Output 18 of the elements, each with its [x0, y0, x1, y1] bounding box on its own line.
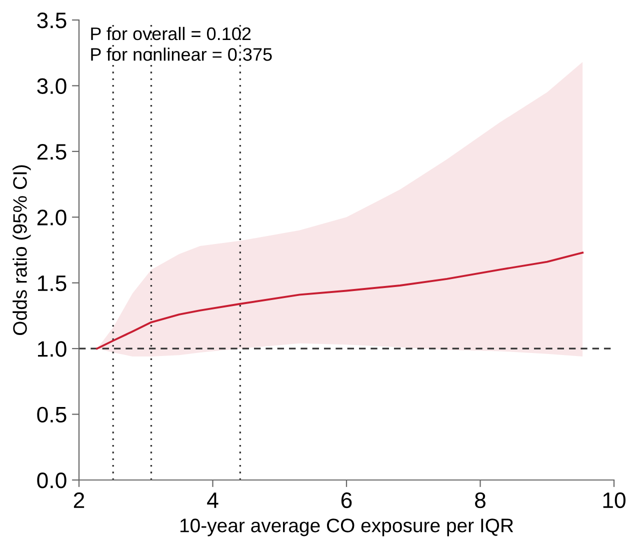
y-tick-label: 0.5 [37, 406, 66, 423]
y-tick-label: 3.5 [37, 12, 66, 28]
x-tick-label: 2 [74, 492, 84, 508]
y-tick-label: 1.5 [38, 276, 66, 292]
x-axis-title: 10-year average CO exposure per IQR [180, 518, 514, 536]
x-tick-label: 8 [475, 492, 486, 508]
line-series [96, 252, 584, 350]
x-tick-label: 6 [341, 492, 352, 508]
y-tick-label: 2.0 [37, 210, 66, 226]
y-tick-label: 2.5 [37, 144, 66, 160]
y-axis-title: Odds ratio (95% CI) [12, 165, 31, 335]
x-tick-label: 4 [207, 492, 218, 508]
y-tick-label: 3.0 [37, 78, 66, 94]
y-tick-label: 0.0 [37, 472, 66, 488]
annotation: P for nonlinear = 0.375 [91, 48, 272, 61]
annotation: P for overall = 0.102 [91, 26, 251, 40]
y-tick-label: 1.0 [38, 341, 66, 357]
x-tick-label: 10 [603, 492, 626, 508]
